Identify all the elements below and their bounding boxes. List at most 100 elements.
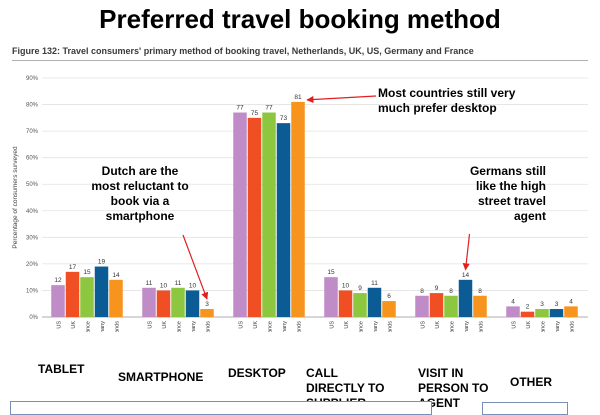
arrow-desktop bbox=[306, 95, 377, 104]
category-label-desktop: DESKTOP bbox=[228, 366, 286, 380]
bar bbox=[233, 112, 247, 317]
data-label: 9 bbox=[435, 285, 439, 292]
data-label: 14 bbox=[462, 272, 470, 279]
country-tick-label: France bbox=[86, 321, 92, 332]
country-tick-label: US bbox=[512, 321, 518, 329]
bar bbox=[156, 290, 171, 317]
data-label: 12 bbox=[54, 277, 62, 284]
bar bbox=[65, 271, 80, 317]
country-tick-label: US bbox=[239, 321, 245, 329]
bar bbox=[473, 295, 487, 317]
bar-chart: 0% 10% 20% 30% 40% 50% 60% 70% 80% 90% Percentage … bbox=[12, 76, 588, 332]
country-tick-label: US bbox=[330, 321, 336, 329]
bar bbox=[324, 277, 338, 317]
data-label: 15 bbox=[327, 269, 335, 276]
country-tick-label: Germany bbox=[464, 321, 470, 332]
data-label: 11 bbox=[146, 280, 153, 287]
data-label: 6 bbox=[387, 293, 391, 300]
category-label-other: OTHER bbox=[510, 375, 552, 389]
category-label-visit-agent: VISIT IN PERSON TO AGENT bbox=[418, 366, 489, 410]
data-label: 17 bbox=[69, 264, 77, 271]
bar bbox=[171, 287, 185, 317]
y-tick-label: 50% bbox=[26, 182, 39, 188]
country-tick-label: France bbox=[268, 321, 274, 332]
y-tick-label: 70% bbox=[26, 129, 39, 135]
country-tick-label: France bbox=[359, 321, 365, 332]
bar bbox=[520, 311, 535, 317]
y-tick-label: 0% bbox=[29, 315, 38, 321]
y-tick-label: 60% bbox=[26, 156, 39, 162]
bar bbox=[291, 101, 305, 318]
data-label: 4 bbox=[511, 298, 515, 305]
data-label: 11 bbox=[371, 280, 378, 287]
country-tick-label: UK bbox=[344, 321, 350, 329]
category-label-smartphone: SMARTPHONE bbox=[118, 370, 204, 384]
bar bbox=[535, 309, 549, 317]
bar bbox=[415, 295, 429, 317]
data-label: 2 bbox=[526, 304, 530, 311]
annotation-dutch: Dutch are the most reluctant to book via… bbox=[91, 164, 189, 223]
bar bbox=[94, 266, 109, 317]
bar bbox=[142, 287, 156, 317]
country-tick-label: UK bbox=[162, 321, 168, 329]
bar bbox=[444, 295, 458, 317]
slide-title: Preferred travel booking method bbox=[99, 4, 501, 34]
y-tick-label: 90% bbox=[26, 76, 39, 82]
data-label: 14 bbox=[112, 272, 120, 279]
arrow-dutch bbox=[182, 234, 209, 300]
country-tick-label: US bbox=[148, 321, 154, 329]
bar bbox=[382, 301, 396, 317]
data-label: 10 bbox=[189, 282, 197, 289]
bar bbox=[247, 117, 262, 317]
country-tick-label: UK bbox=[435, 321, 441, 329]
data-label: 73 bbox=[280, 115, 288, 122]
data-label: 9 bbox=[358, 285, 362, 292]
bar bbox=[564, 306, 578, 317]
country-tick-label: UK bbox=[526, 321, 532, 329]
annotation-germans: Germans still like the high street trave… bbox=[469, 164, 546, 223]
country-tick-label: Germany bbox=[100, 321, 106, 332]
bar bbox=[338, 290, 353, 317]
y-tick-label: 30% bbox=[26, 235, 39, 241]
bar bbox=[80, 277, 94, 317]
annotation-desktop: Most countries still very much prefer de… bbox=[378, 86, 516, 115]
data-label: 19 bbox=[98, 259, 106, 266]
y-tick-label: 80% bbox=[26, 103, 39, 109]
data-label: 4 bbox=[569, 298, 573, 305]
country-tick-label: US bbox=[421, 321, 427, 329]
bar bbox=[276, 123, 291, 317]
category-label-tablet: TABLET bbox=[38, 362, 85, 376]
data-label: 8 bbox=[449, 288, 453, 295]
y-tick-label: 10% bbox=[26, 288, 39, 294]
country-tick-label: Netherlands bbox=[570, 321, 576, 332]
bar bbox=[506, 306, 520, 317]
data-label: 75 bbox=[251, 110, 259, 117]
caption-rule bbox=[12, 60, 588, 61]
bar bbox=[367, 287, 382, 317]
data-label: 77 bbox=[236, 105, 244, 112]
bar bbox=[200, 309, 214, 317]
country-tick-label: Netherlands bbox=[115, 321, 121, 332]
bar bbox=[429, 293, 444, 317]
country-tick-label: France bbox=[541, 321, 547, 332]
country-tick-label: UK bbox=[71, 321, 77, 329]
country-tick-label: Germany bbox=[373, 321, 379, 332]
country-tick-label: France bbox=[450, 321, 456, 332]
data-label: 3 bbox=[540, 301, 544, 308]
country-tick-label: Netherlands bbox=[297, 321, 303, 332]
y-tick-label: 20% bbox=[26, 262, 39, 268]
bar bbox=[458, 279, 473, 317]
country-tick-label: Germany bbox=[555, 321, 561, 332]
y-axis-label: Percentage of consumers surveyed bbox=[12, 146, 19, 249]
data-label: 77 bbox=[265, 105, 273, 112]
country-tick-label: Netherlands bbox=[206, 321, 212, 332]
bar bbox=[353, 293, 367, 317]
data-label: 10 bbox=[342, 282, 350, 289]
data-label: 11 bbox=[175, 280, 182, 287]
data-label: 8 bbox=[478, 288, 482, 295]
data-label: 81 bbox=[294, 94, 302, 101]
data-label: 10 bbox=[160, 282, 168, 289]
data-label: 8 bbox=[420, 288, 424, 295]
country-tick-label: Netherlands bbox=[479, 321, 485, 332]
